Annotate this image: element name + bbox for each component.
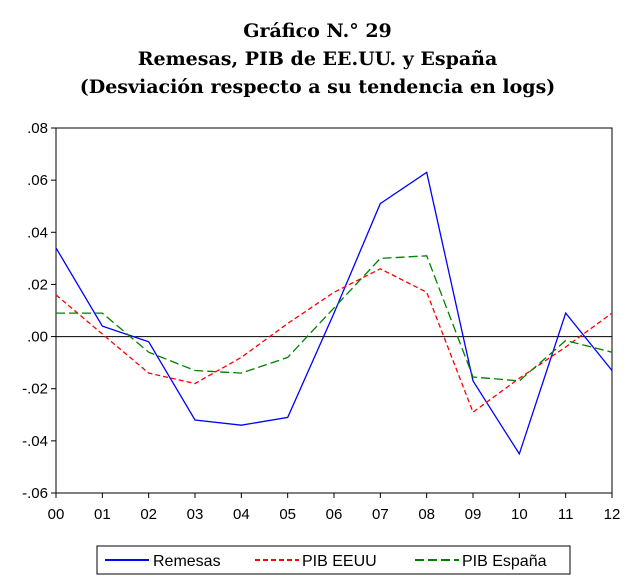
y-tick-label: -.02 bbox=[22, 381, 48, 398]
legend-label: PIB EEUU bbox=[302, 553, 377, 570]
series-line-pib-eeuu bbox=[55, 268, 613, 414]
x-tick-label: 09 bbox=[465, 506, 482, 523]
chart-title-line-2: Remesas, PIB de EE.UU. y España bbox=[137, 48, 498, 70]
y-tick-label: -.04 bbox=[22, 433, 48, 450]
x-tick-label: 11 bbox=[558, 506, 574, 523]
x-tick-label: 08 bbox=[418, 506, 435, 523]
plot-frame bbox=[55, 127, 613, 494]
chart-title-line-1: Gráfico N.° 29 bbox=[243, 20, 392, 42]
x-tick-label: 00 bbox=[48, 506, 65, 523]
legend-label: Remesas bbox=[153, 553, 221, 570]
y-tick-label: .04 bbox=[27, 224, 48, 241]
y-tick-label: .00 bbox=[27, 329, 48, 346]
x-tick-label: 02 bbox=[140, 506, 157, 523]
y-tick-label: .06 bbox=[27, 172, 48, 189]
x-tick-label: 12 bbox=[604, 506, 621, 523]
y-tick-label: .08 bbox=[27, 120, 48, 137]
series-line-remesas bbox=[55, 171, 613, 456]
x-tick-label: 10 bbox=[511, 506, 528, 523]
legend-box bbox=[96, 545, 571, 575]
y-tick-label: .02 bbox=[27, 276, 48, 293]
x-tick-label: 05 bbox=[279, 506, 296, 523]
x-tick-label: 03 bbox=[187, 506, 204, 523]
legend-label: PIB España bbox=[462, 553, 547, 570]
x-tick-label: 01 bbox=[94, 506, 111, 523]
series-line-pib-españa bbox=[56, 255, 613, 382]
x-tick-label: 06 bbox=[326, 506, 343, 523]
x-tick-label: 07 bbox=[372, 506, 389, 523]
x-tick-label: 04 bbox=[233, 506, 250, 523]
y-tick-label: -.06 bbox=[22, 485, 48, 502]
chart-title-line-3: (Desviación respecto a su tendencia en l… bbox=[79, 76, 556, 98]
